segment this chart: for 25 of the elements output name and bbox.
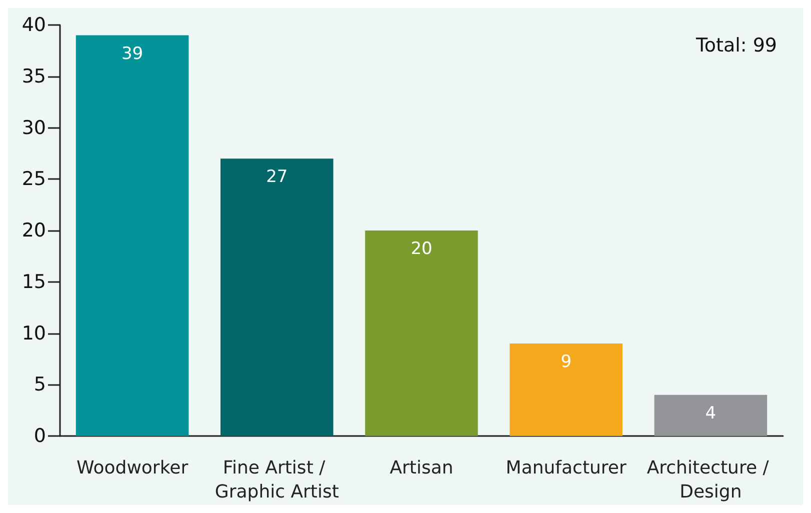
y-tick-label: 35: [22, 65, 46, 88]
y-tick-label: 5: [34, 374, 46, 396]
x-tick-label: Woodworker: [76, 458, 189, 478]
bar: [510, 344, 622, 436]
bar: [365, 230, 478, 436]
data-label: 4: [705, 403, 716, 424]
data-label: 9: [560, 352, 572, 372]
bar: [220, 158, 334, 436]
x-tick-label: Manufacturer: [506, 458, 627, 478]
x-tick-label: Fine Artist / Graphic Artist: [214, 458, 339, 502]
y-tick-label: 30: [22, 116, 46, 139]
y-tick-label: 0: [34, 425, 46, 447]
annotation: Total: 99: [695, 34, 778, 56]
y-tick-label: 20: [22, 220, 46, 242]
bar: [654, 394, 768, 436]
data-label: 27: [266, 167, 288, 188]
y-tick-label: 15: [22, 270, 46, 293]
y-tick-label: 25: [22, 168, 46, 190]
y-tick-label: 40: [22, 14, 46, 36]
x-tick-label: Architecture / Design: [646, 458, 775, 502]
y-tick-label: 10: [22, 322, 46, 344]
x-tick-label: Artisan: [390, 458, 454, 478]
bar: [76, 35, 189, 436]
data-label: 39: [121, 44, 144, 64]
data-label: 20: [410, 239, 432, 259]
